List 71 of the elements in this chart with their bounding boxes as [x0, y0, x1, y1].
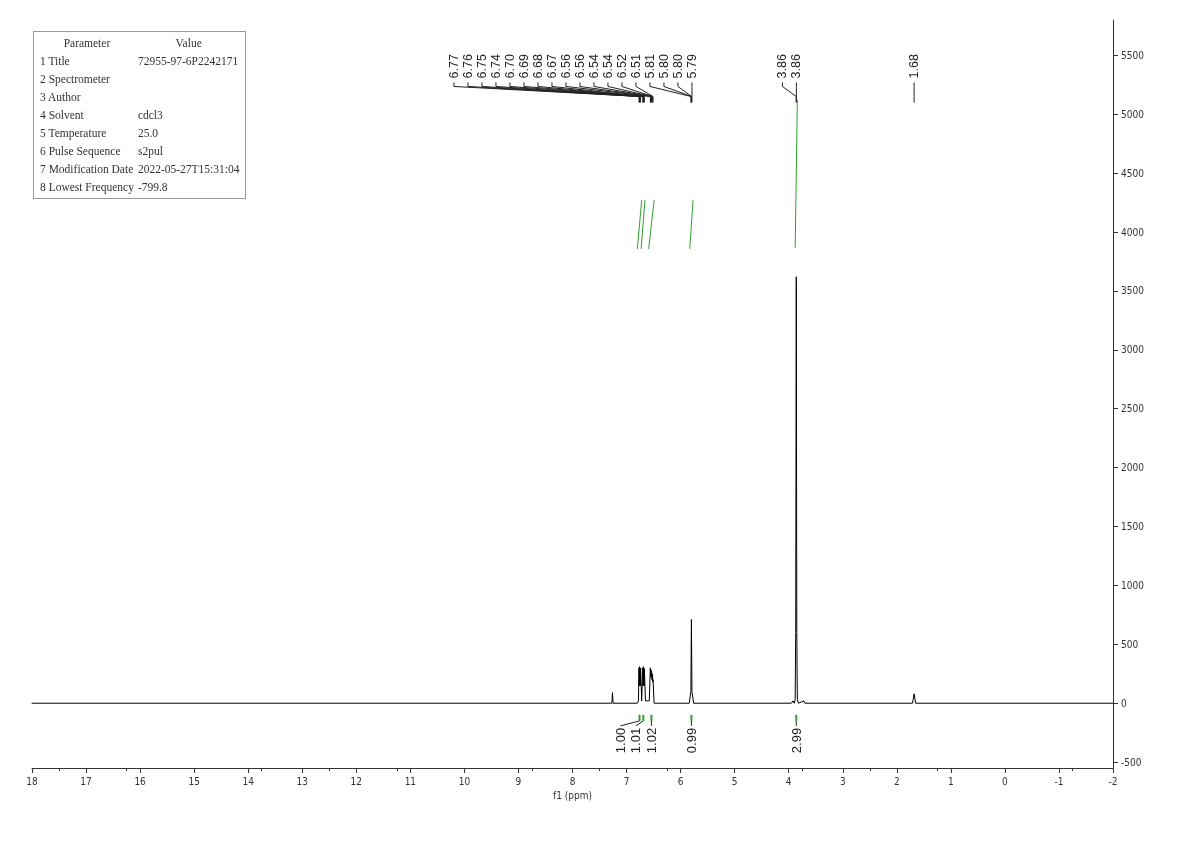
- x-tick-label: -1: [1054, 775, 1064, 787]
- x-tick-label: 14: [242, 775, 255, 787]
- x-tick-label: 7: [623, 775, 630, 787]
- annotation: 1.01: [628, 727, 644, 754]
- x-tick-label: 0: [1002, 775, 1009, 787]
- x-tick-label: 1: [947, 775, 954, 787]
- y-tick-label: 0: [1121, 697, 1127, 709]
- y-tick-label: 2500: [1121, 403, 1145, 415]
- annotation: 6.52: [614, 54, 629, 79]
- x-tick-label: 18: [26, 775, 38, 787]
- x-tick-label: 11: [404, 775, 417, 787]
- annotation: 6.54: [600, 54, 615, 79]
- annotation: 1.00: [612, 727, 628, 754]
- y-tick-label: 1000: [1121, 579, 1145, 591]
- annotation: 3.86: [789, 54, 804, 79]
- annotation: 6.69: [516, 54, 531, 79]
- x-tick-label: 5: [731, 775, 738, 787]
- y-tick-label: 5500: [1121, 49, 1145, 61]
- y-tick-label: 500: [1121, 638, 1139, 650]
- x-tick-label: 3: [839, 775, 846, 787]
- annotation: 3.86: [775, 54, 790, 79]
- line-series: [31, 276, 1114, 704]
- annotation: 6.56: [558, 54, 573, 79]
- annotation: 2 Spectrometer: [39, 72, 111, 88]
- text: 1 Title 72955-97-6P2242171: [40, 55, 239, 67]
- annotation: 6.76: [460, 54, 475, 79]
- x-tick-label: 12: [350, 775, 363, 787]
- annotation: 7 Modification Date 2022-05-27T15:31:04: [39, 162, 241, 177]
- annotation: 6.68: [530, 54, 545, 79]
- y-tick-label: 3000: [1121, 344, 1145, 356]
- text: 5 Temperature 25.0: [40, 127, 159, 139]
- x-tick-label: 6: [677, 775, 684, 787]
- annotation: 5.80: [670, 54, 685, 79]
- x-tick-label: 9: [515, 775, 522, 787]
- annotation: 6.56: [572, 54, 587, 79]
- x-tick-label: 17: [80, 775, 92, 787]
- x-tick-label: 10: [458, 775, 471, 787]
- y-tick-label: 5000: [1121, 108, 1145, 120]
- annotation: 6.70: [502, 54, 517, 79]
- y-tick-label: 4000: [1121, 226, 1145, 238]
- x-tick-label: 15: [188, 775, 200, 787]
- x-tick-label: 2: [893, 775, 900, 787]
- annotation: 3 Author: [39, 90, 82, 105]
- text: 4 Solvent cdcl3: [40, 109, 163, 121]
- annotation: 2.99: [788, 727, 804, 754]
- annotation: 1.02: [643, 727, 659, 754]
- x-tick-label: -2: [1108, 775, 1118, 787]
- annotation: 6.54: [586, 54, 601, 79]
- y-tick-label: 3500: [1121, 285, 1145, 297]
- text: Parameter Value: [63, 37, 202, 49]
- y-tick-label: 4500: [1121, 167, 1145, 179]
- y-tick-label: -500: [1121, 756, 1142, 768]
- y-tick-label: 2000: [1121, 462, 1145, 474]
- annotation: 6.51: [628, 54, 643, 79]
- annotation: 5.79: [684, 54, 699, 79]
- text: 6 Pulse Sequence s2pul: [40, 145, 163, 157]
- annotation: 6.77: [446, 54, 461, 79]
- annotation: 6.67: [544, 54, 559, 79]
- annotation: 5.80: [656, 54, 671, 79]
- x-tick-label: 4: [785, 775, 792, 787]
- annotation: 0.99: [683, 727, 699, 754]
- x-axis-title: f1 (ppm): [553, 790, 592, 802]
- annotation: 6.74: [488, 54, 503, 79]
- x-tick-label: 16: [134, 775, 147, 787]
- x-tick-label: 13: [296, 775, 308, 787]
- y-tick-label: 1500: [1121, 521, 1145, 533]
- annotation: 8 Lowest Frequency -799.8: [39, 180, 169, 196]
- annotation: 1.68: [907, 54, 922, 79]
- annotation: 6.75: [474, 54, 489, 79]
- x-tick-label: 8: [569, 775, 576, 787]
- annotation: 5.81: [642, 54, 657, 79]
